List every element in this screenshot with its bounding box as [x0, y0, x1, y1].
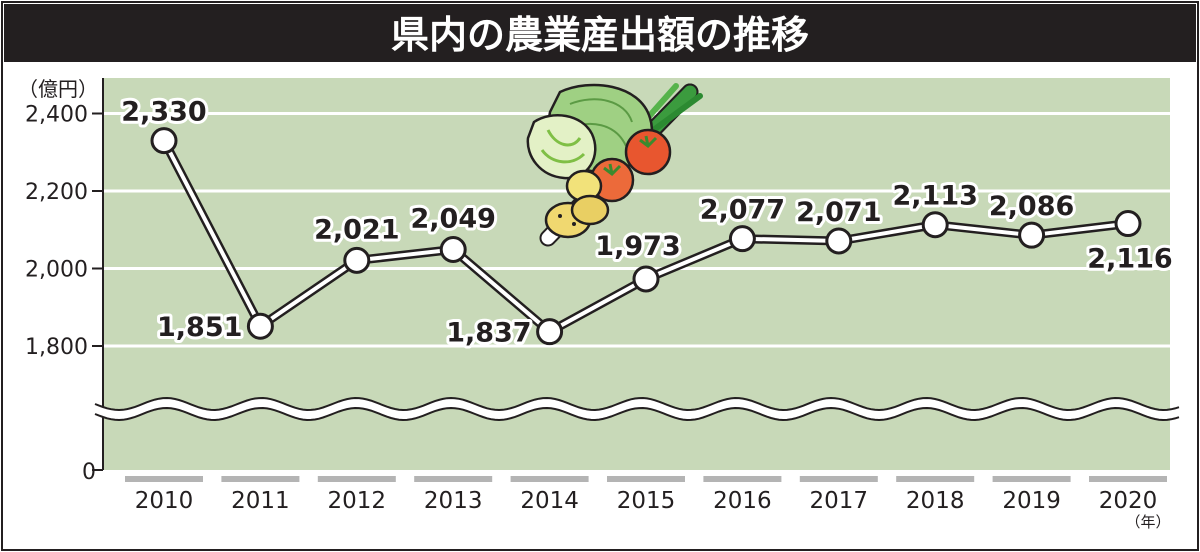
data-label: 2,077 [700, 195, 785, 226]
series-layer: 2,330 1,851 2,021 2,049 1,837 1,973 2,077 2,071… [118, 94, 1175, 352]
x-unit-label: （年） [1125, 513, 1170, 531]
potato-icon [570, 194, 610, 226]
data-point [439, 236, 467, 264]
grid-layer: 1,800 2,000 2,200 2,400 2010 2011 2012 2013 2014… [25, 78, 1170, 514]
x-tick-bar [896, 476, 975, 482]
x-tick-bar [414, 476, 493, 482]
axis-break-line-bottom [94, 406, 1180, 422]
data-point [728, 225, 756, 253]
data-label: 2,113 [892, 181, 977, 212]
x-tick-label: 2019 [1002, 488, 1061, 514]
x-tick-label: 2011 [231, 488, 290, 514]
data-label: 1,851 [157, 312, 242, 343]
x-tick-bar [1089, 476, 1167, 482]
axis-break [94, 396, 1180, 422]
x-tick-label: 2010 [135, 488, 194, 514]
data-label: 1,973 [595, 231, 680, 262]
x-tick-label: 2018 [906, 488, 965, 514]
x-tick-label: 2017 [810, 488, 869, 514]
x-tick-label: 2020 [1099, 488, 1158, 514]
x-tick-label: 2014 [520, 488, 579, 514]
y-tick-label: 2,200 [25, 180, 88, 205]
x-tick-label: 2012 [328, 488, 387, 514]
x-tick-label: 2013 [424, 488, 483, 514]
data-label: 2,116 [1087, 244, 1172, 275]
data-point [1018, 221, 1046, 249]
x-tick-bar [703, 476, 782, 482]
x-tick-bar [992, 476, 1071, 482]
data-label: 2,049 [410, 204, 495, 235]
data-point [343, 246, 371, 274]
data-point [632, 265, 660, 293]
x-tick-bar [221, 476, 300, 482]
y-tick-label: 1,800 [25, 335, 88, 360]
x-tick-bar [317, 476, 396, 482]
data-label: 2,071 [796, 197, 881, 228]
tomato-icon [624, 128, 672, 176]
x-tick-bar [799, 476, 878, 482]
vegetables-illustration [526, 83, 703, 247]
y-tick-label-zero: 0 [82, 460, 96, 485]
axis-break-band [95, 398, 1179, 420]
data-point [825, 227, 853, 255]
x-tick-label: 2016 [713, 488, 772, 514]
data-point [536, 318, 564, 346]
data-point [1114, 210, 1142, 238]
chart-title: 県内の農業産出額の推移 [391, 13, 809, 57]
x-tick-label: 2015 [617, 488, 676, 514]
x-tick-bar [607, 476, 685, 482]
y-tick-label: 2,000 [25, 258, 88, 283]
data-point [921, 211, 949, 239]
data-label: 2,330 [121, 97, 206, 128]
title-bar [4, 4, 1196, 62]
data-label: 2,021 [314, 214, 399, 245]
lettuce-icon [526, 114, 597, 180]
data-label: 1,837 [446, 318, 531, 349]
data-point [246, 312, 274, 340]
y-tick-label: 2,400 [25, 103, 88, 128]
data-point [150, 127, 178, 155]
axis-break-line-top [94, 396, 1180, 412]
data-label: 2,086 [989, 191, 1074, 222]
y-unit-label: （億円） [18, 77, 98, 101]
x-tick-bar [125, 476, 203, 482]
x-tick-bar [510, 476, 589, 482]
